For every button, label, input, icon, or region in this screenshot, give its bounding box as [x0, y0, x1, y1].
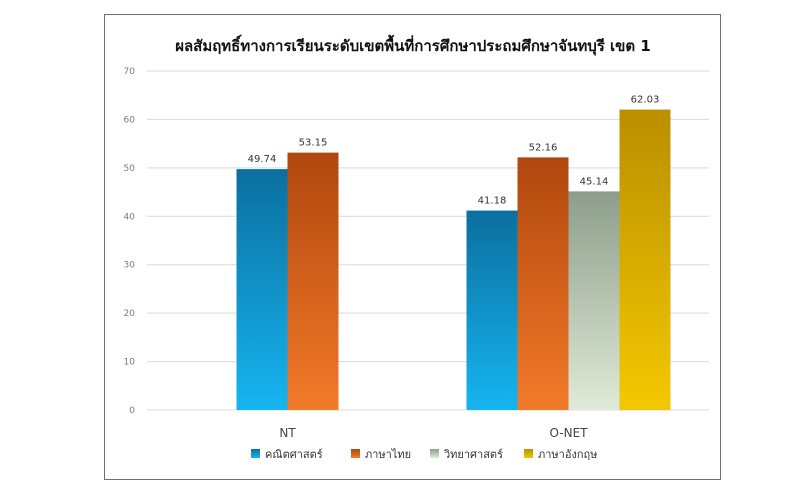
y-tick-label: 30 [124, 261, 136, 271]
bar [236, 169, 288, 410]
data-label: 53.15 [299, 138, 328, 149]
data-label: 41.18 [478, 196, 507, 207]
chart-title: ผลสัมฤทธิ์ทางการเรียนระดับเขตพื้นที่การศ… [175, 34, 651, 56]
category-label-layer: NT O-NET [279, 426, 588, 440]
y-tick-label: 0 [129, 406, 135, 416]
legend-label: ภาษาไทย [365, 448, 411, 461]
x-category-label: O-NET [550, 426, 589, 440]
data-label: 45.14 [580, 176, 609, 187]
legend-label: ภาษาอังกฤษ [538, 448, 597, 461]
legend-swatch [524, 449, 533, 458]
y-tick-label: 50 [124, 164, 136, 174]
y-tick-label: 60 [124, 115, 136, 125]
legend-swatch [251, 449, 260, 458]
y-tick-label: 20 [124, 309, 136, 319]
legend-swatch [351, 449, 360, 458]
chart-svg: ผลสัมฤทธิ์ทางการเรียนระดับเขตพื้นที่การศ… [124, 34, 709, 461]
legend-label: วิทยาศาสตร์ [443, 448, 503, 461]
legend: คณิตศาสตร์ ภาษาไทย วิทยาศาสตร์ ภาษาอังกฤษ [251, 448, 597, 461]
data-label-layer: 49.74 53.15 41.18 52.16 45.14 62.03 [248, 95, 660, 207]
legend-swatch [430, 449, 439, 458]
data-label: 49.74 [248, 154, 277, 165]
y-tick-label: 70 [124, 67, 136, 77]
bar-layer [236, 109, 671, 411]
bar [466, 210, 518, 410]
legend-label: คณิตศาสตร์ [265, 448, 323, 461]
data-label: 52.16 [529, 142, 558, 153]
x-category-label: NT [279, 426, 296, 440]
bar [287, 152, 339, 410]
bar [619, 109, 671, 411]
y-tick-label: 10 [124, 358, 136, 368]
bar [568, 191, 620, 410]
chart-frame: ผลสัมฤทธิ์ทางการเรียนระดับเขตพื้นที่การศ… [104, 14, 721, 480]
bar [517, 157, 569, 410]
y-tick-label: 40 [124, 212, 136, 222]
data-label: 62.03 [631, 95, 660, 106]
